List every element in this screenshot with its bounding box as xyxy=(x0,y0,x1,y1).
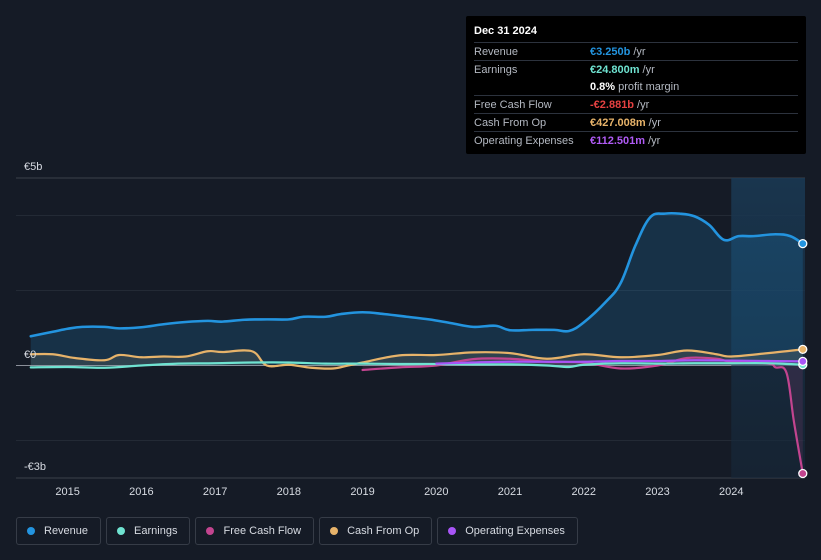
x-tick-label: 2023 xyxy=(645,486,669,498)
line-layer xyxy=(29,211,805,475)
operating-expenses-line xyxy=(435,359,804,365)
cash-from-op-end-point xyxy=(798,344,808,355)
tooltip-row-value: €112.501m xyxy=(590,134,646,147)
marker-layer xyxy=(798,238,808,479)
tooltip-row-label: Free Cash Flow xyxy=(474,98,552,111)
free-cash-flow-line xyxy=(361,356,804,475)
legend-item-cash-from-op[interactable]: Cash From Op xyxy=(319,517,433,545)
x-tick-label: 2017 xyxy=(203,486,227,498)
tooltip-row: 0.8% profit margin xyxy=(474,78,798,95)
operating-expenses-end-point xyxy=(798,356,808,367)
tooltip-row-value: €3.250b xyxy=(590,45,631,58)
legend-dot-icon xyxy=(330,527,339,535)
label-layer: €5b €0 -€3b 2015 2016 2017 2018 2019 2020 2021… xyxy=(24,161,744,498)
x-tick-label: 2018 xyxy=(277,486,301,498)
x-tick-label: 2016 xyxy=(129,486,153,498)
y-label-zero: €0 xyxy=(24,349,36,361)
legend-dot-icon xyxy=(448,527,457,535)
x-tick-label: 2024 xyxy=(719,486,743,498)
x-tick-label: 2015 xyxy=(55,486,79,498)
data-tooltip: Dec 31 2024 Revenue €3.250b/yr Earnings €24… xyxy=(466,16,806,154)
tooltip-row-label: Earnings xyxy=(474,63,518,76)
legend-dot-icon xyxy=(117,527,126,535)
tooltip-date: Dec 31 2024 xyxy=(474,25,537,37)
legend-item-free-cash-flow[interactable]: Free Cash Flow xyxy=(195,517,315,545)
highlight-layer xyxy=(731,178,805,478)
revenue-area xyxy=(30,213,803,366)
tooltip-row: Revenue €3.250b/yr xyxy=(474,42,798,60)
tooltip-row: Free Cash Flow -€2.881b/yr xyxy=(474,95,798,113)
y-label-top: €5b xyxy=(24,161,42,173)
legend-item-earnings[interactable]: Earnings xyxy=(106,517,191,545)
tooltip-row-unit: /yr xyxy=(637,98,650,111)
x-tick-label: 2021 xyxy=(498,486,522,498)
tooltip-row-unit: profit margin xyxy=(618,80,680,93)
tooltip-row-value: €24.800m xyxy=(590,63,640,76)
tooltip-row: Operating Expenses €112.501m/yr xyxy=(474,131,798,149)
legend-item-revenue[interactable]: Revenue xyxy=(16,517,102,545)
y-label-bottom: -€3b xyxy=(24,461,46,473)
tooltip-row-label: Cash From Op xyxy=(474,116,547,129)
tooltip-row-value: €427.008m xyxy=(590,116,646,129)
x-tick-label: 2019 xyxy=(350,486,374,498)
x-tick-label: 2020 xyxy=(424,486,448,498)
tooltip-row-unit: /yr xyxy=(642,63,655,76)
tooltip-row-value: 0.8% xyxy=(590,80,616,93)
revenue-line xyxy=(29,211,805,338)
highlight-region xyxy=(731,178,805,478)
legend-dot-icon xyxy=(27,527,35,535)
tooltip-row-unit: /yr xyxy=(648,134,661,147)
legend-item-operating-expenses[interactable]: Operating Expenses xyxy=(437,517,578,545)
legend-label: Free Cash Flow xyxy=(223,525,302,537)
free-cash-flow-end-point xyxy=(798,468,808,479)
revenue-end-point xyxy=(798,238,808,249)
tooltip-row-label: Revenue xyxy=(474,45,519,58)
tooltip-row-unit: /yr xyxy=(633,45,646,58)
x-tick-label: 2022 xyxy=(572,486,596,498)
tooltip-row: Cash From Op €427.008m/yr xyxy=(474,113,798,131)
legend-label: Earnings xyxy=(134,525,178,537)
cash-from-op-line xyxy=(29,348,804,370)
fill-layer xyxy=(30,213,803,474)
tooltip-row-value: -€2.881b xyxy=(590,98,635,111)
tooltip-row-unit: /yr xyxy=(648,116,661,129)
chart-legend: Revenue Earnings Free Cash Flow Cash From O… xyxy=(16,517,578,545)
tooltip-row-label: Operating Expenses xyxy=(474,134,574,147)
legend-label: Operating Expenses xyxy=(465,525,565,537)
legend-label: Cash From Op xyxy=(347,525,420,537)
tooltip-row: Earnings €24.800m/yr xyxy=(474,60,798,78)
legend-dot-icon xyxy=(206,527,215,535)
tooltip-rows: Revenue €3.250b/yr Earnings €24.800m/yr 0.8%… xyxy=(474,42,798,149)
legend-label: Revenue xyxy=(44,525,89,537)
